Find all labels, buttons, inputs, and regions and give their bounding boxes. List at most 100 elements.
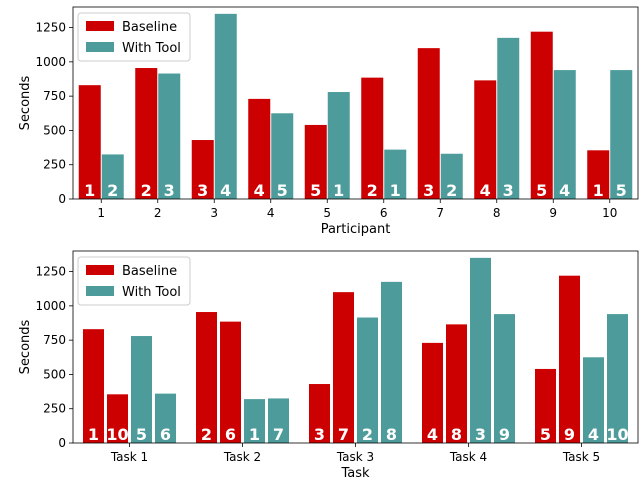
bar (583, 357, 604, 443)
legend-swatch (86, 42, 114, 52)
bar (248, 98, 271, 199)
bar-label: 8 (451, 425, 462, 444)
x-tick-label: 5 (323, 206, 331, 220)
bar-label: 4 (427, 425, 438, 444)
y-tick-label: 1250 (35, 265, 66, 279)
bar-label: 3 (503, 181, 514, 200)
bar (494, 314, 515, 443)
bar-label: 6 (225, 425, 236, 444)
x-tick-label: 7 (436, 206, 444, 220)
bar-label: 5 (136, 425, 147, 444)
bar-label: 9 (499, 425, 510, 444)
bar (470, 257, 491, 443)
y-tick-label: 500 (43, 123, 66, 137)
y-axis-title: Seconds (18, 75, 33, 130)
bar (535, 368, 556, 443)
x-tick-label: 2 (154, 206, 162, 220)
bar (610, 70, 633, 199)
bar (220, 321, 241, 443)
x-tick-label: Task 5 (562, 450, 600, 464)
bar-label: 2 (362, 425, 373, 444)
bar-label: 10 (106, 425, 128, 444)
bar-label: 1 (88, 425, 99, 444)
x-tick-label: 3 (210, 206, 218, 220)
bar-label: 4 (254, 181, 265, 200)
bar-label: 5 (277, 181, 288, 200)
x-tick-label: 10 (602, 206, 617, 220)
bar (381, 281, 402, 443)
bar (196, 312, 217, 443)
legend-swatch (86, 265, 114, 275)
bar (78, 85, 101, 199)
bar-label: 2 (141, 181, 152, 200)
x-axis-title: Task (340, 466, 370, 481)
bar-label: 4 (559, 181, 570, 200)
bar-label: 4 (588, 425, 599, 444)
y-tick-label: 1250 (35, 21, 66, 35)
bar (384, 149, 407, 199)
x-tick-label: Task 2 (223, 450, 261, 464)
bar (214, 13, 237, 199)
bar (83, 329, 104, 443)
legend-swatch (86, 21, 114, 31)
bar (244, 399, 265, 443)
legend-label: Baseline (122, 20, 177, 35)
plot-frame (72, 6, 639, 200)
bar-label: 4 (480, 181, 491, 200)
y-tick-label: 750 (43, 333, 66, 347)
bar (304, 124, 327, 199)
bar (101, 154, 124, 199)
bar (553, 70, 576, 199)
bar (135, 68, 158, 200)
bar-label: 1 (249, 425, 260, 444)
bar-label: 6 (160, 425, 171, 444)
bar (158, 73, 181, 199)
x-tick-label: Task 3 (336, 450, 374, 464)
x-tick-label: 6 (380, 206, 388, 220)
bar-label: 2 (367, 181, 378, 200)
y-tick-label: 250 (43, 158, 66, 172)
x-tick-label: Task 4 (449, 450, 487, 464)
bar-label: 3 (314, 425, 325, 444)
x-tick-label: 9 (549, 206, 557, 220)
legend-label: Baseline (122, 264, 177, 279)
bar-label: 1 (593, 181, 604, 200)
x-axis-title: Participant (321, 222, 391, 237)
bar (440, 153, 463, 199)
x-tick-label: 8 (493, 206, 501, 220)
bar-label: 1 (390, 181, 401, 200)
y-tick-label: 250 (43, 402, 66, 416)
bar (422, 342, 443, 443)
bar-label: 3 (197, 181, 208, 200)
bar (587, 150, 610, 199)
bar-label: 4 (220, 181, 231, 200)
x-tick-label: Task 1 (110, 450, 148, 464)
bar-label: 5 (540, 425, 551, 444)
bar-label: 2 (446, 181, 457, 200)
bar-label: 3 (423, 181, 434, 200)
bar (191, 140, 214, 199)
bar-label: 5 (310, 181, 321, 200)
bar-label: 2 (107, 181, 118, 200)
bar (559, 275, 580, 443)
bar (530, 31, 553, 199)
bar (268, 398, 289, 443)
bar-label: 10 (606, 425, 628, 444)
bar-label: 1 (333, 181, 344, 200)
bar (333, 292, 354, 443)
y-tick-label: 750 (43, 89, 66, 103)
x-tick-label: 4 (267, 206, 275, 220)
bar-label: 9 (564, 425, 575, 444)
bar-label: 7 (338, 425, 349, 444)
legend-swatch (86, 286, 114, 296)
plot-frame (72, 250, 639, 444)
legend-label: With Tool (122, 41, 181, 56)
bar (497, 37, 520, 199)
bar-label: 7 (273, 425, 284, 444)
bar (474, 80, 497, 199)
bar-label: 1 (84, 181, 95, 200)
bar (131, 336, 152, 443)
